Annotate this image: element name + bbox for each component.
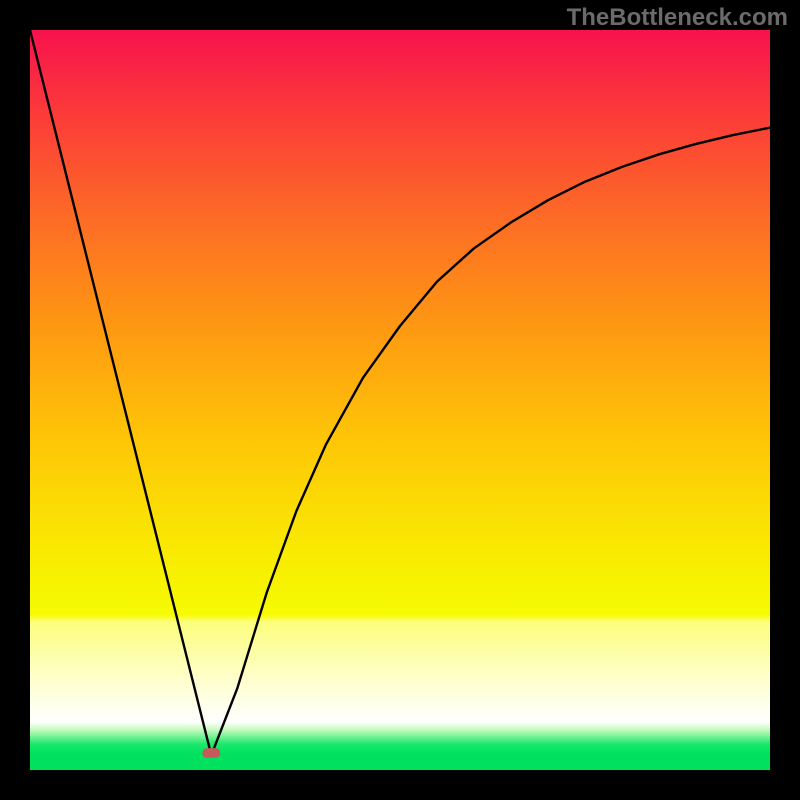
curve-layer (30, 30, 770, 770)
figure-root: TheBottleneck.com (0, 0, 800, 800)
min-marker (202, 748, 220, 758)
watermark-text: TheBottleneck.com (567, 4, 788, 32)
bottleneck-curve (30, 30, 770, 755)
plot-area (30, 30, 770, 770)
